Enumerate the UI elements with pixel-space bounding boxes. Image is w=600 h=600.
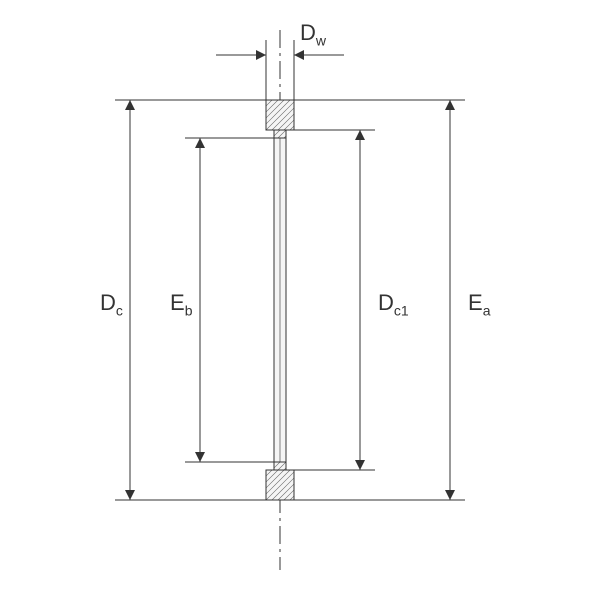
label-Ea-sub: a [483, 302, 491, 318]
label-Dc-main: D [100, 290, 116, 315]
label-Eb-sub: b [185, 302, 193, 318]
label-Ea-main: E [468, 290, 483, 315]
label-Dc-sub: c [116, 302, 123, 318]
label-Dc1-main: D [378, 290, 394, 315]
label-Dw-main: D [300, 20, 316, 45]
label-Dc1: Dc1 [378, 290, 409, 318]
label-Eb: Eb [170, 290, 192, 318]
label-Dw-sub: w [316, 32, 326, 48]
label-Dw: Dw [300, 20, 326, 48]
label-Dc1-sub: c1 [394, 302, 409, 318]
label-Eb-main: E [170, 290, 185, 315]
dimension-diagram [0, 0, 600, 600]
label-Dc: Dc [100, 290, 123, 318]
label-Ea: Ea [468, 290, 490, 318]
